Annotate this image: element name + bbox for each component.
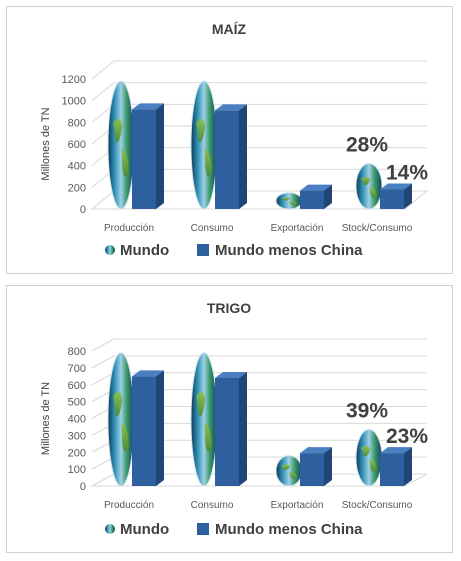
x-tick-label: Exportación — [271, 500, 324, 511]
legend-mundo-label: Mundo — [120, 521, 169, 538]
gridline-side — [91, 60, 115, 80]
bar-mundo-land — [281, 197, 291, 201]
bar-side-face — [239, 372, 247, 486]
bar-mundo-land — [361, 446, 371, 457]
bar-side-face — [404, 183, 412, 209]
y-tick-label: 1000 — [62, 96, 86, 108]
bar-mundo-3 — [355, 163, 383, 210]
x-tick-label: Consumo — [191, 223, 234, 234]
chart-title: TRIGO — [207, 300, 251, 316]
bar-mundo-land — [121, 148, 129, 177]
bar-side-face — [404, 447, 412, 486]
bar-top-face — [380, 447, 412, 454]
bar-mundo-2 — [275, 192, 303, 210]
y-tick-label: 600 — [68, 139, 86, 151]
bar-mundo-land — [113, 391, 123, 417]
bar-mundo-1 — [190, 352, 218, 487]
data-label-mundo: 39% — [346, 399, 388, 422]
bar-side-face — [324, 184, 332, 209]
y-tick-label: 400 — [68, 414, 86, 426]
legend-mundo-label: Mundo — [120, 242, 169, 259]
y-tick-label: 0 — [80, 481, 86, 493]
bar-top-face — [380, 183, 412, 190]
data-label-mundo-menos-china: 14% — [386, 162, 428, 185]
bar-side-face — [239, 104, 247, 209]
bar-mundo-menos-china-1 — [215, 110, 239, 209]
x-tick-label: Consumo — [191, 500, 234, 511]
bar-mundo-menos-china-3 — [380, 189, 404, 209]
legend-mundo-icon — [105, 524, 115, 534]
chart-panel-maiz: MAÍZ 0 200 400 600 800 1000 1200 Millones de TN P… — [6, 6, 453, 274]
bar-mundo-menos-china-2 — [300, 453, 324, 486]
bar-mundo-land — [121, 422, 129, 452]
legend-mundo-menos-china-icon — [197, 523, 209, 535]
bar-side-face — [156, 370, 164, 486]
legend-mundo-icon — [105, 245, 115, 255]
y-tick-label: 800 — [68, 346, 86, 358]
bar-mundo-1 — [190, 80, 218, 210]
bar-mundo-menos-china-2 — [300, 190, 324, 209]
bar-mundo-0 — [107, 352, 135, 487]
y-tick-label: 1200 — [62, 74, 86, 86]
chart-trigo: TRIGO 0 100 200 300 400 500 600 700 800 Millones d… — [40, 300, 428, 538]
bar-mundo-3 — [355, 428, 383, 487]
y-tick-label: 500 — [68, 397, 86, 409]
bar-mundo-land — [289, 471, 297, 479]
bar-top-face — [132, 103, 164, 110]
bar-mundo-menos-china-1 — [215, 378, 239, 486]
bar-top-face — [132, 370, 164, 377]
legend: Mundo Mundo menos China — [105, 242, 363, 259]
gridline-side — [91, 82, 115, 102]
bar-mundo-land — [289, 201, 297, 205]
legend-mundo-menos-china-label: Mundo menos China — [215, 242, 363, 259]
y-tick-label: 700 — [68, 363, 86, 375]
legend-mundo-menos-china-label: Mundo menos China — [215, 521, 363, 538]
bar-mundo-land — [196, 391, 206, 417]
bar-mundo-menos-china-3 — [380, 453, 404, 486]
bar-top-face — [215, 372, 247, 378]
x-tick-label: Producción — [104, 223, 154, 234]
gridline-side — [91, 355, 115, 369]
bar-mundo-menos-china-0 — [132, 109, 156, 209]
y-tick-label: 200 — [68, 182, 86, 194]
data-label-mundo-menos-china: 23% — [386, 425, 428, 448]
gridline-side — [91, 372, 115, 386]
y-tick-label: 0 — [80, 204, 86, 216]
bar-top-face — [215, 104, 247, 111]
y-axis-label: Millones de TN — [40, 382, 52, 455]
bar-mundo-land — [361, 176, 371, 186]
bar-top-face — [300, 184, 332, 191]
chart-panel-trigo: TRIGO 0 100 200 300 400 500 600 700 800 Millones d… — [6, 285, 453, 553]
y-axis-label: Millones de TN — [40, 107, 52, 180]
bar-mundo-land — [204, 148, 212, 177]
bar-side-face — [156, 103, 164, 209]
x-tick-label: Stock/Consumo — [342, 500, 413, 511]
bar-side-face — [324, 447, 332, 486]
gridline-side — [91, 338, 115, 352]
legend: Mundo Mundo menos China — [105, 521, 363, 538]
y-tick-label: 800 — [68, 117, 86, 129]
bar-top-face — [300, 447, 332, 454]
bar-mundo-land — [204, 422, 212, 452]
x-tick-label: Stock/Consumo — [342, 223, 413, 234]
y-tick-label: 600 — [68, 380, 86, 392]
x-tick-label: Producción — [104, 500, 154, 511]
bar-mundo-land — [369, 187, 377, 198]
x-tick-label: Exportación — [271, 223, 324, 234]
bar-mundo-land — [281, 464, 291, 471]
data-label-mundo: 28% — [346, 134, 388, 157]
chart-title: MAÍZ — [212, 21, 247, 37]
chart-maiz: MAÍZ 0 200 400 600 800 1000 1200 Millones de TN P… — [40, 21, 429, 259]
y-tick-label: 200 — [68, 447, 86, 459]
y-tick-label: 400 — [68, 161, 86, 173]
bar-mundo-land — [369, 459, 377, 472]
bar-mundo-land — [113, 118, 123, 143]
y-tick-label: 300 — [68, 430, 86, 442]
y-tick-label: 100 — [68, 464, 86, 476]
bar-mundo-menos-china-0 — [132, 376, 156, 486]
bar-mundo-2 — [275, 455, 303, 487]
legend-mundo-menos-china-icon — [197, 244, 209, 256]
bar-mundo-0 — [107, 80, 135, 210]
bar-mundo-land — [196, 118, 206, 143]
